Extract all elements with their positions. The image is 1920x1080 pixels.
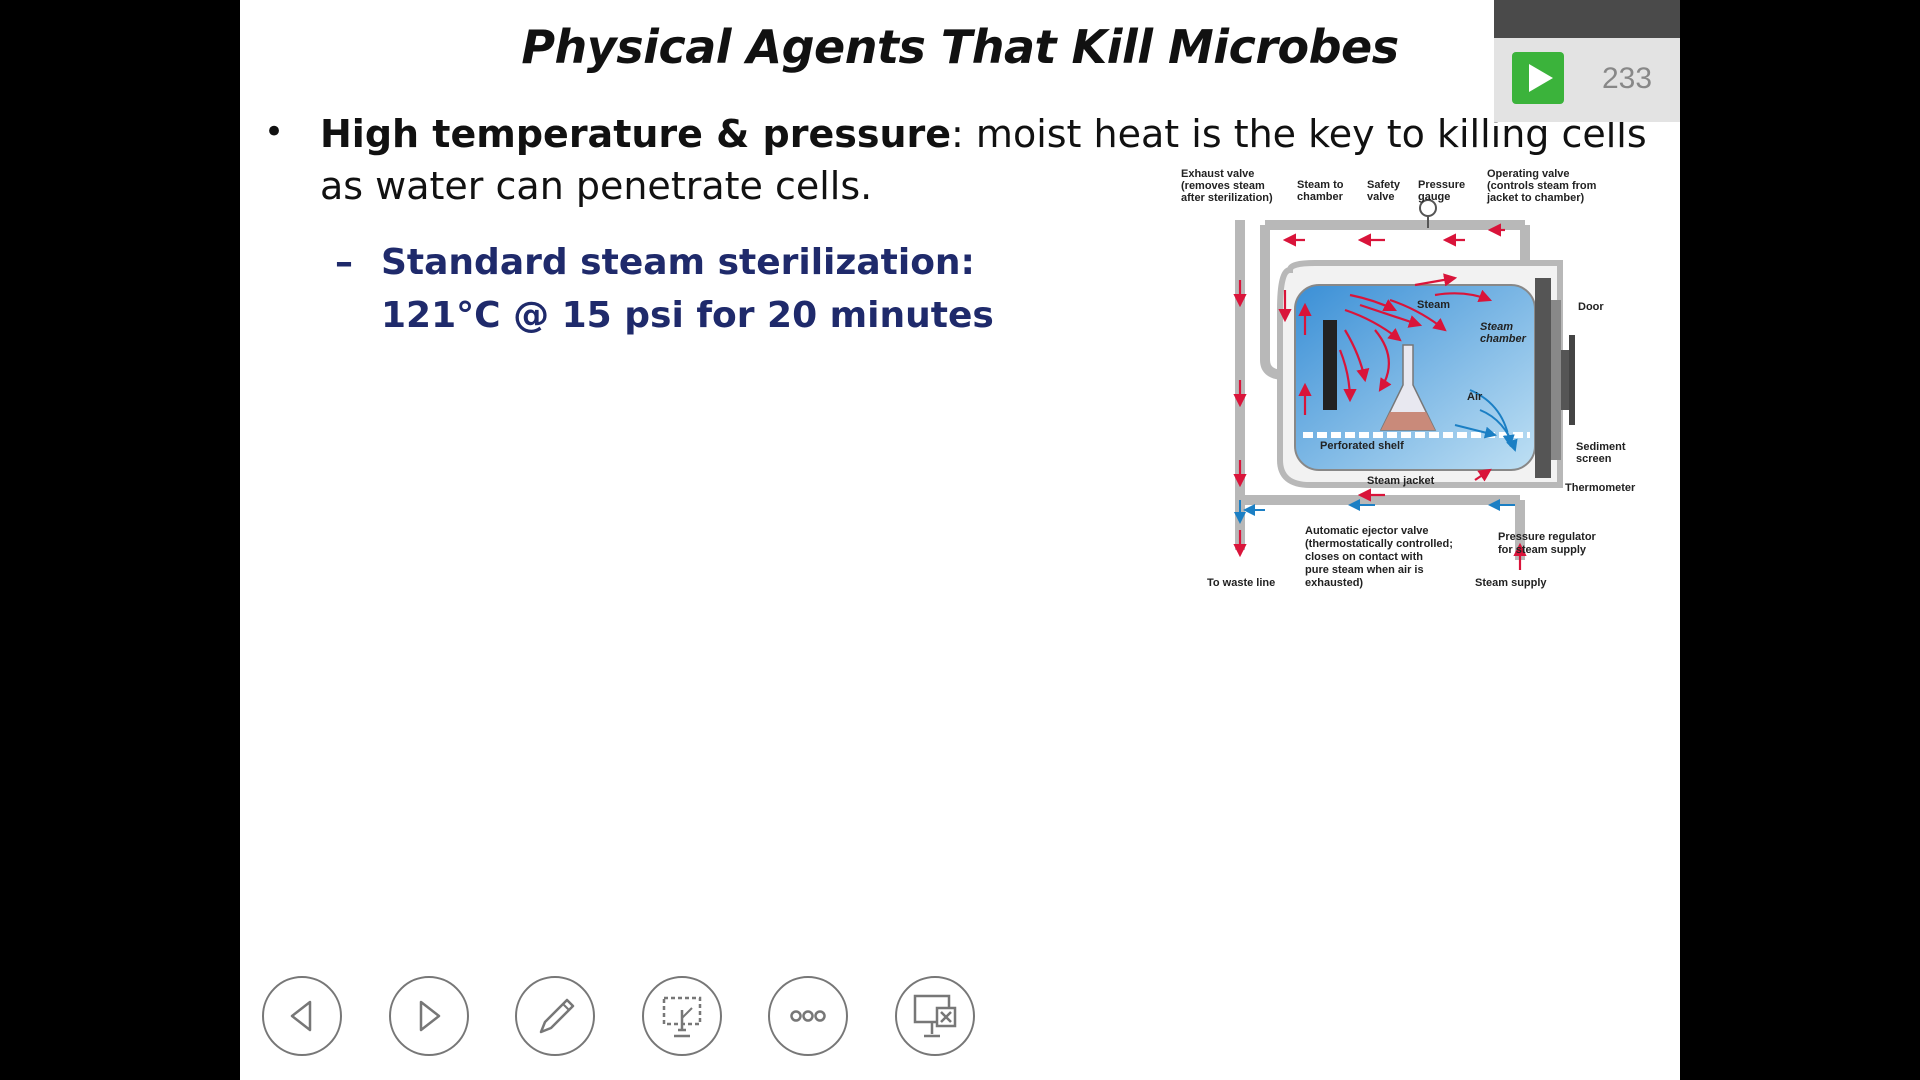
- sub-bullet-line2: 121°C @ 15 psi for 20 minutes: [381, 295, 994, 336]
- svg-text:exhausted): exhausted): [1305, 577, 1363, 589]
- svg-text:closes on contact with: closes on contact with: [1305, 551, 1423, 563]
- svg-text:Steam: Steam: [1417, 299, 1450, 311]
- slide: Physical Agents That Kill Microbes • Hig…: [240, 0, 1680, 1080]
- svg-text:(removes steam: (removes steam: [1181, 180, 1265, 192]
- end-show-button[interactable]: [895, 976, 975, 1056]
- svg-text:Steam to: Steam to: [1297, 179, 1344, 191]
- svg-text:Automatic ejector valve: Automatic ejector valve: [1305, 525, 1429, 537]
- play-icon[interactable]: [1512, 52, 1564, 104]
- svg-text:for steam supply: for steam supply: [1498, 544, 1587, 556]
- air-flow-arrows: [1234, 389, 1518, 524]
- svg-text:Pressure: Pressure: [1418, 179, 1465, 191]
- see-all-slides-icon: [662, 996, 702, 1038]
- svg-text:Sediment: Sediment: [1576, 441, 1626, 453]
- autoclave-diagram: Exhaust valve (removes steam after steri…: [1181, 168, 1636, 589]
- svg-text:jacket to chamber): jacket to chamber): [1486, 192, 1585, 204]
- svg-text:To waste line: To waste line: [1207, 577, 1275, 589]
- svg-text:Steam supply: Steam supply: [1475, 577, 1547, 589]
- svg-text:Steam jacket: Steam jacket: [1367, 475, 1435, 487]
- bullet-dot-icon: •: [264, 112, 285, 152]
- svg-text:Door: Door: [1578, 301, 1604, 313]
- previous-slide-button[interactable]: [262, 976, 342, 1056]
- see-all-slides-button[interactable]: [642, 976, 722, 1056]
- svg-text:after sterilization): after sterilization): [1181, 192, 1273, 204]
- next-slide-button[interactable]: [389, 976, 469, 1056]
- next-slide-icon: [419, 1000, 441, 1032]
- slide-number: 233: [1602, 62, 1653, 95]
- svg-text:chamber: chamber: [1480, 333, 1527, 345]
- door: [1535, 278, 1551, 478]
- slide-title: Physical Agents That Kill Microbes: [521, 20, 1399, 74]
- svg-text:Perforated shelf: Perforated shelf: [1320, 440, 1404, 452]
- slide-counter: 233: [1494, 0, 1680, 122]
- end-show-icon: [913, 994, 957, 1038]
- svg-text:pure steam when air is: pure steam when air is: [1305, 564, 1424, 576]
- svg-text:(thermostatically controlled;: (thermostatically controlled;: [1305, 538, 1453, 550]
- counter-header-bar: [1494, 0, 1680, 38]
- svg-text:Thermometer: Thermometer: [1565, 482, 1636, 494]
- diagram-labels: Exhaust valve (removes steam after steri…: [1181, 168, 1636, 589]
- sub-bullet: – Standard steam sterilization: 121°C @ 1…: [335, 236, 994, 342]
- svg-text:Exhaust valve: Exhaust valve: [1181, 168, 1254, 180]
- sub-bullet-line1: Standard steam sterilization:: [381, 242, 975, 283]
- previous-slide-icon: [290, 1000, 312, 1032]
- svg-text:screen: screen: [1576, 453, 1612, 465]
- svg-text:chamber: chamber: [1297, 191, 1344, 203]
- svg-text:Operating valve: Operating valve: [1487, 168, 1570, 180]
- svg-text:valve: valve: [1367, 191, 1395, 203]
- pipes: [1235, 220, 1530, 560]
- svg-text:gauge: gauge: [1418, 191, 1450, 203]
- pen-button[interactable]: [515, 976, 595, 1056]
- svg-text:(controls steam from: (controls steam from: [1487, 180, 1597, 192]
- svg-text:Steam: Steam: [1480, 321, 1513, 333]
- svg-text:Pressure regulator: Pressure regulator: [1498, 531, 1597, 543]
- svg-text:Safety: Safety: [1367, 179, 1401, 191]
- pen-icon: [539, 998, 575, 1034]
- bullet-bold-text: High temperature & pressure: [320, 112, 952, 156]
- more-options-button[interactable]: [768, 976, 848, 1056]
- more-options-icon: [790, 1010, 826, 1022]
- steam-flow-arrows: [1233, 223, 1527, 570]
- dash-icon: –: [335, 242, 353, 283]
- svg-text:Air: Air: [1467, 391, 1483, 403]
